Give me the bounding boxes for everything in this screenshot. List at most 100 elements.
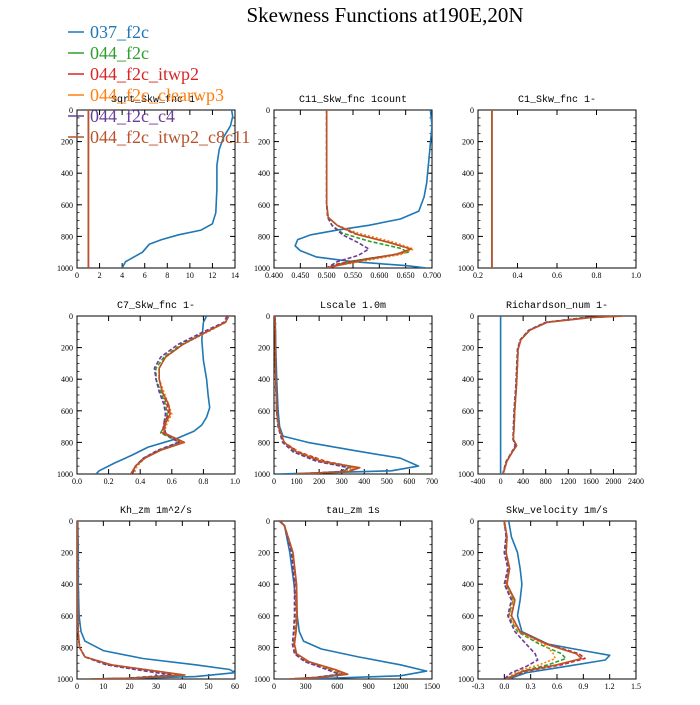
series-line — [503, 521, 586, 679]
panel-4: C7_Skw_fnc 1- 0.0 0.2 0.4 0.6 0.8 1.0 0 200 400 60… — [57, 300, 240, 486]
series-group — [87, 110, 234, 268]
x-tick-label: 4 — [120, 271, 124, 280]
x-tick-label: 1200 — [560, 477, 576, 486]
x-tick-label: 12 — [208, 271, 216, 280]
x-tick-label: 2000 — [605, 477, 621, 486]
series-line — [278, 521, 341, 679]
series-line — [133, 316, 230, 474]
panel-title: tau_zm 1s — [326, 506, 380, 517]
x-tick-label: 14 — [231, 271, 239, 280]
x-tick-label: 0.500 — [318, 271, 336, 280]
y-tick-label: 0 — [470, 106, 474, 115]
x-tick-label: 0 — [75, 682, 79, 691]
plot-frame — [477, 520, 637, 680]
y-tick-label: 1000 — [254, 470, 270, 479]
y-tick-label: 200 — [61, 344, 73, 353]
series-group — [95, 316, 230, 474]
y-tick-label: 800 — [61, 643, 73, 652]
x-tick-label: 1500 — [424, 682, 440, 691]
x-tick-label: -400 — [471, 477, 486, 486]
y-tick-label: 0 — [470, 517, 474, 526]
x-tick-label: 2400 — [628, 477, 644, 486]
series-group — [294, 110, 432, 268]
x-tick-label: 0.450 — [291, 271, 309, 280]
series-line — [502, 316, 625, 474]
legend-label: 044_f2c — [90, 43, 149, 63]
series-line — [325, 110, 412, 268]
figure-title: Skewness Functions at190E,20N — [246, 3, 523, 27]
y-tick-label: 800 — [61, 232, 73, 241]
x-tick-label: 0.650 — [397, 271, 415, 280]
series-line — [130, 316, 230, 474]
x-tick-label: 200 — [313, 477, 325, 486]
series-line — [325, 110, 412, 268]
series-line — [77, 521, 235, 679]
x-tick-label: 0.0 — [499, 682, 509, 691]
x-tick-label: 700 — [426, 477, 438, 486]
y-tick-label: 1000 — [57, 264, 73, 273]
y-tick-label: 1000 — [458, 675, 474, 684]
y-tick-label: 600 — [462, 407, 474, 416]
y-tick-label: 200 — [258, 344, 270, 353]
x-tick-label: 0 — [272, 477, 276, 486]
y-tick-label: 800 — [462, 438, 474, 447]
y-tick-label: 800 — [61, 438, 73, 447]
series-line — [131, 316, 230, 474]
series-line — [279, 521, 428, 679]
y-tick-label: 200 — [462, 549, 474, 558]
y-tick-label: 400 — [462, 375, 474, 384]
y-tick-label: 0 — [266, 517, 270, 526]
x-tick-label: 0.2 — [473, 271, 483, 280]
panel-title: Sqrt_Skw_fnc 1- — [111, 94, 201, 106]
x-tick-label: 800 — [540, 477, 552, 486]
panel-9: Skw_velocity 1m/s -0.3 0.0 0.3 0.6 0.9 1.2 1.5 0… — [458, 505, 641, 691]
series-line — [95, 316, 211, 474]
legend-label: 044_f2c_clearwp3 — [90, 85, 224, 105]
panel-title: Skw_velocity 1m/s — [506, 505, 608, 517]
x-tick-label: 50 — [205, 682, 213, 691]
legend: 037_f2c044_f2c044_f2c_itwp2044_f2c_clear… — [68, 22, 250, 147]
x-tick-label: 0.3 — [526, 682, 536, 691]
panel-8: tau_zm 1s 0 300 600 900 1200 1500 0 200 400 600 800… — [254, 506, 440, 691]
legend-label: 037_f2c — [90, 22, 149, 42]
x-tick-label: 10 — [99, 682, 107, 691]
x-tick-label: 6 — [143, 271, 147, 280]
series-line — [274, 316, 361, 474]
x-tick-label: 0.600 — [370, 271, 388, 280]
y-tick-label: 1000 — [57, 470, 73, 479]
x-tick-label: 400 — [517, 477, 529, 486]
x-tick-label: 0.4 — [513, 271, 523, 280]
x-tick-label: 400 — [358, 477, 370, 486]
y-tick-label: 600 — [258, 201, 270, 210]
x-tick-label: 0.6 — [167, 477, 177, 486]
x-tick-label: 8 — [165, 271, 169, 280]
y-tick-label: 800 — [258, 438, 270, 447]
y-tick-label: 200 — [61, 138, 73, 147]
y-tick-label: 1000 — [458, 264, 474, 273]
y-tick-label: 600 — [462, 612, 474, 621]
y-tick-label: 400 — [61, 580, 73, 589]
panel-6: Richardson_num 1--400 0 400 800 1200 1600 2000… — [458, 300, 644, 486]
x-tick-label: 0.9 — [578, 682, 588, 691]
y-tick-label: 1000 — [254, 675, 270, 684]
plot-frame — [76, 315, 236, 475]
x-tick-label: 600 — [331, 682, 343, 691]
x-tick-label: 0.700 — [423, 271, 441, 280]
panels: Sqrt_Skw_fnc 1-0 2 4 6 8 10 12 1402004006008001… — [57, 94, 644, 691]
x-tick-label: 10 — [186, 271, 194, 280]
x-tick-label: 40 — [178, 682, 186, 691]
y-tick-label: 600 — [61, 612, 73, 621]
series-line — [278, 521, 349, 679]
x-tick-label: 0.8 — [592, 271, 602, 280]
x-tick-label: 600 — [403, 477, 415, 486]
x-tick-label: 1.2 — [605, 682, 615, 691]
panel-title: Kh_zm 1m^2/s — [120, 505, 192, 517]
series-line — [274, 316, 352, 474]
y-tick-label: 0 — [69, 312, 73, 321]
y-tick-label: 400 — [462, 580, 474, 589]
y-tick-label: 600 — [462, 201, 474, 210]
panel-title: C11_Skw_fnc 1count — [299, 94, 407, 106]
y-tick-label: 400 — [61, 169, 73, 178]
x-tick-label: 300 — [336, 477, 348, 486]
y-tick-label: 800 — [258, 232, 270, 241]
